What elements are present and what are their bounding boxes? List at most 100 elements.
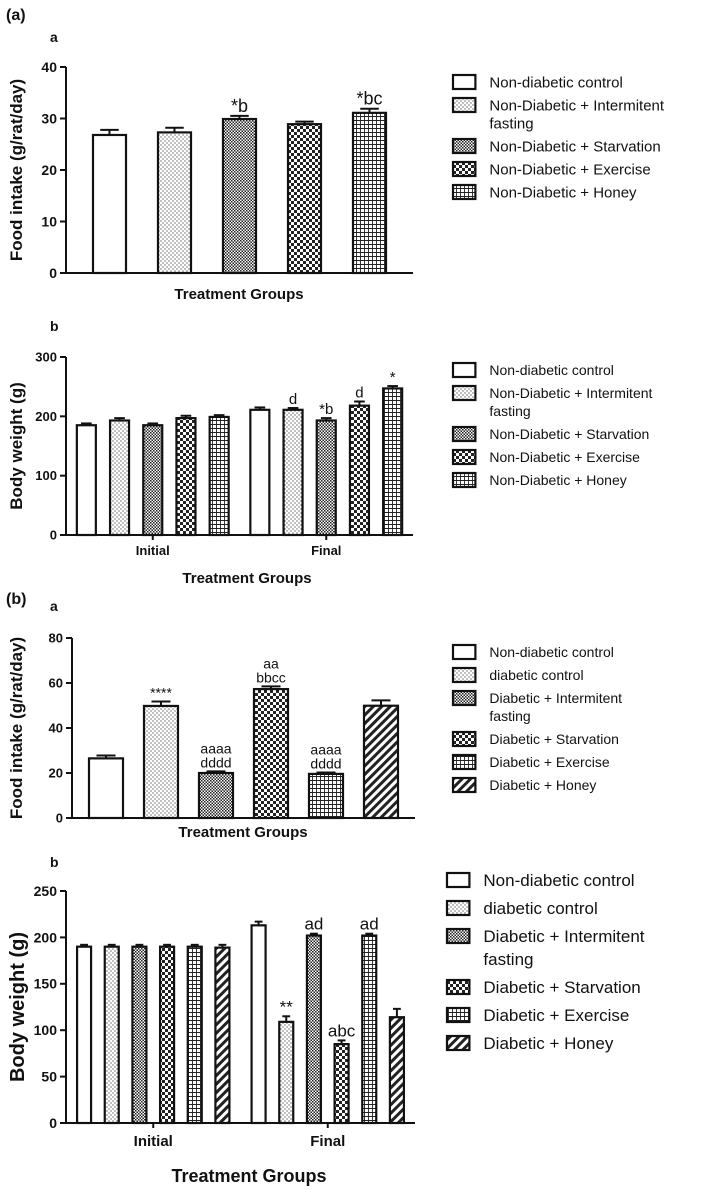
bar	[305, 934, 323, 1125]
chart-sublabel: a	[50, 598, 58, 614]
y-tick-label: 100	[35, 468, 57, 483]
x-axis-label: Treatment Groups	[174, 286, 303, 303]
legend-swatch	[445, 927, 471, 945]
chart-food-intake-nondiabetic: a 0 10 20 30 40 Food intake (g/rat/day) Treatme…	[7, 29, 665, 303]
legend-label: Diabetic + Honey	[483, 1034, 613, 1053]
y-tick-label: 0	[49, 265, 57, 281]
bar	[286, 123, 323, 275]
bar-annotation: d	[355, 385, 363, 402]
legend-swatch	[445, 1006, 471, 1024]
legend-item: Non-Diabetic + Exercise	[451, 160, 651, 178]
y-axis-label: Body weight (g)	[7, 932, 29, 1082]
bar	[75, 945, 93, 1125]
bar-annotation: **	[280, 997, 294, 1016]
bar	[250, 924, 267, 1125]
legend-item: Diabetic + Exercise	[451, 753, 610, 771]
legend-swatch	[451, 666, 477, 684]
legend-item: Diabetic + Honey	[445, 1034, 614, 1053]
legend-label: Non-Diabetic + Honey	[489, 184, 637, 201]
bar	[315, 419, 337, 537]
legend-label: Non-diabetic control	[489, 644, 614, 660]
y-axis-label: Body weight (g)	[7, 382, 26, 509]
bar-annotation: aaaa dddd	[200, 740, 231, 770]
legend-swatch	[451, 776, 477, 794]
bar	[388, 1016, 406, 1125]
legend-item: diabetic control	[445, 899, 598, 918]
legend-label: Non-Diabetic + Honey	[489, 472, 626, 488]
legend-swatch	[451, 448, 477, 466]
bar	[186, 945, 203, 1125]
legend-label: Diabetic + Intermitent fasting	[489, 690, 622, 724]
legend-item: Non-diabetic control	[451, 643, 614, 661]
legend-item: Diabetic + Intermitent fasting	[445, 927, 645, 969]
panel-label-a: (a)	[6, 7, 26, 24]
bar	[252, 687, 290, 820]
legend-item: Diabetic + Starvation	[445, 978, 641, 997]
legend-item: Non-diabetic control	[445, 871, 635, 890]
bar	[103, 945, 120, 1125]
legend-swatch	[451, 753, 477, 771]
y-tick-label: 0	[50, 528, 57, 543]
legend-label: Non-diabetic control	[489, 74, 622, 91]
legend-item: Diabetic + Exercise	[445, 1006, 629, 1025]
y-axis-label: Food intake (g/rat/day)	[7, 79, 26, 261]
legend-item: diabetic control	[451, 666, 584, 684]
legend-item: Non-Diabetic + Intermitent fasting	[451, 384, 653, 419]
legend-swatch	[451, 689, 477, 707]
legend-item: Non-diabetic control	[451, 362, 614, 379]
legend-label: diabetic control	[483, 899, 597, 918]
legend-item: Non-Diabetic + Intermitent fasting	[451, 96, 665, 132]
legend-item: Non-Diabetic + Honey	[451, 183, 637, 201]
y-tick-label: 40	[41, 59, 57, 75]
legend-swatch	[445, 978, 471, 996]
y-tick-label: 250	[34, 883, 58, 899]
legend-label: Non-Diabetic + Intermitent fasting	[489, 385, 652, 419]
bar	[208, 415, 230, 537]
legend-label: Diabetic + Exercise	[483, 1006, 629, 1025]
y-tick-label: 0	[56, 811, 63, 826]
bar-annotation: abc	[328, 1021, 356, 1040]
legend-label: Non-Diabetic + Intermitent fasting	[489, 97, 664, 132]
legend-item: Non-diabetic control	[451, 73, 623, 91]
x-axis-label: Treatment Groups	[178, 824, 307, 841]
x-axis-label: Treatment Groups	[171, 1166, 326, 1186]
bar-annotation: ad	[304, 915, 323, 934]
legend-label: Diabetic + Exercise	[489, 754, 609, 770]
bar	[282, 408, 304, 537]
y-tick-label: 10	[41, 213, 57, 229]
legend-swatch	[445, 899, 471, 917]
bar	[131, 945, 148, 1125]
bar-annotation: d	[289, 391, 297, 408]
bar-annotation: ad	[360, 915, 379, 934]
bar	[108, 419, 131, 537]
bar	[249, 408, 271, 537]
bar	[158, 945, 176, 1125]
bar	[75, 424, 97, 537]
bar-annotation: *bc	[356, 89, 382, 109]
y-tick-label: 200	[35, 409, 57, 424]
x-group-label: Final	[311, 543, 341, 558]
legend-swatch	[451, 96, 477, 114]
panel-label-b: (b)	[6, 591, 26, 608]
y-tick-label: 150	[34, 976, 58, 992]
bar	[214, 946, 231, 1125]
legend-label: Diabetic + Intermitent fasting	[483, 927, 644, 969]
bar	[348, 404, 371, 537]
legend-item: Non-Diabetic + Exercise	[451, 448, 640, 466]
bar	[307, 772, 345, 820]
bar	[351, 111, 388, 275]
bar-annotation: *b	[231, 96, 248, 116]
bar	[197, 771, 235, 820]
y-axis-label: Food intake (g/rat/day)	[7, 637, 26, 819]
chart-sublabel: b	[50, 854, 59, 870]
y-tick-label: 200	[34, 929, 58, 945]
bar-annotation: aaaa dddd	[310, 742, 341, 772]
legend-item: Diabetic + Starvation	[451, 730, 619, 748]
bar	[221, 117, 258, 275]
chart-body-weight-diabetic: b 0 50 100 150 200 250 Body weight (g) Treatment…	[7, 854, 645, 1186]
legend-label: Diabetic + Honey	[489, 777, 596, 793]
legend-item: Non-Diabetic + Honey	[451, 472, 627, 489]
y-tick-label: 20	[49, 766, 63, 781]
legend-swatch	[451, 384, 477, 402]
x-group-label: Initial	[134, 1133, 173, 1150]
